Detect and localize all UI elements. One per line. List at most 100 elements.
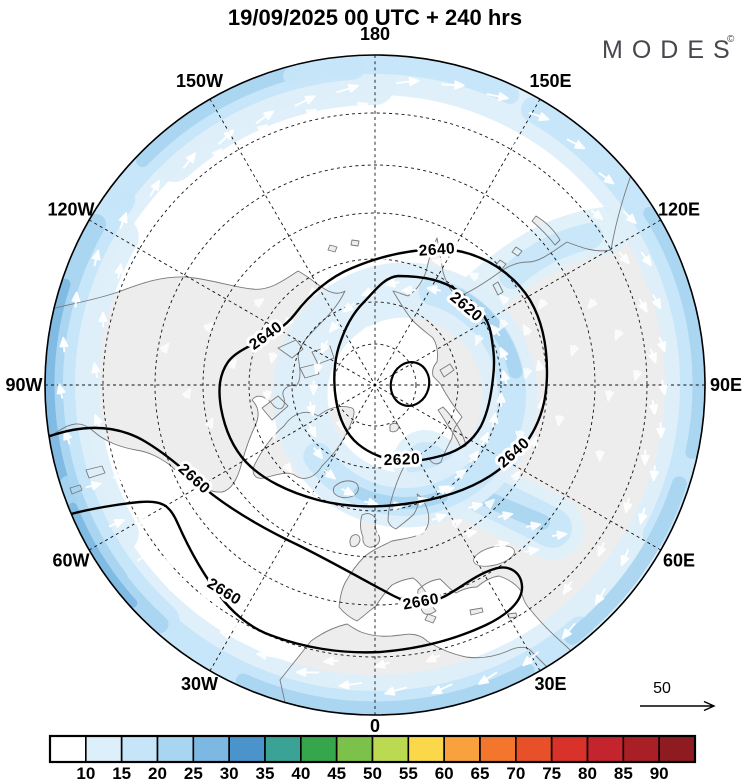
arrow-glyph bbox=[136, 550, 154, 562]
wind-arrow-icon bbox=[342, 302, 355, 313]
latitude-circle bbox=[154, 164, 596, 606]
arrow-glyph bbox=[307, 423, 317, 438]
arrow-glyph bbox=[478, 671, 498, 685]
wind-arrow-icon bbox=[219, 630, 241, 640]
wind-arrow-icon bbox=[441, 80, 465, 90]
wind-arrow-icon bbox=[500, 370, 510, 385]
wind-arrow-icon bbox=[493, 540, 510, 550]
wind-arrow-icon bbox=[538, 298, 548, 310]
wind-arrow-icon bbox=[605, 389, 615, 402]
arrow-glyph bbox=[302, 108, 317, 118]
arrow-glyph bbox=[594, 588, 607, 605]
wind-arrow-icon bbox=[217, 129, 235, 145]
wind-arrow-icon bbox=[294, 95, 316, 107]
wind-arrow-icon bbox=[622, 210, 637, 225]
wind-arrow-icon bbox=[401, 285, 417, 295]
colorbar-tick-label: 50 bbox=[363, 764, 382, 782]
colorbar-cell bbox=[371, 735, 410, 763]
arrow-glyph bbox=[414, 527, 426, 537]
colorbar-cell bbox=[443, 735, 481, 763]
arrow-glyph bbox=[71, 291, 81, 308]
wind-arrow-icon bbox=[182, 152, 197, 169]
wind-arrow-icon bbox=[374, 659, 390, 669]
wind-arrow-icon bbox=[313, 360, 323, 375]
arrow-glyph bbox=[352, 101, 369, 111]
arrow-glyph bbox=[522, 651, 540, 667]
arrow-glyph bbox=[339, 513, 351, 522]
wind-arrow-icon bbox=[623, 497, 633, 514]
arrow-glyph bbox=[59, 336, 69, 353]
arrow-glyph bbox=[262, 390, 272, 402]
arrow-glyph bbox=[496, 392, 506, 407]
arrow-glyph bbox=[133, 516, 149, 526]
arrow-glyph bbox=[227, 358, 237, 370]
wind-arrow-icon bbox=[396, 77, 420, 87]
contour-2620 bbox=[333, 274, 496, 463]
arrow-glyph bbox=[525, 521, 542, 531]
wind-arrow-icon bbox=[595, 449, 605, 462]
wind-arrow-icon bbox=[497, 511, 514, 521]
arrow-glyph bbox=[91, 249, 101, 267]
arrow-glyph bbox=[159, 342, 170, 354]
colorbar-tick-label: 35 bbox=[256, 764, 275, 782]
wind-arrow-icon bbox=[425, 653, 441, 663]
arrow-glyph bbox=[108, 519, 125, 528]
arrow-glyph bbox=[431, 683, 453, 695]
wind-arrows bbox=[56, 77, 668, 696]
arrow-glyph bbox=[342, 302, 355, 313]
wind-arrow-icon bbox=[640, 251, 652, 267]
contour-label: 2620 bbox=[383, 451, 420, 469]
arrow-glyph bbox=[489, 412, 499, 428]
wind-arrow-icon bbox=[71, 291, 81, 308]
arrow-glyph bbox=[91, 362, 101, 378]
arrow-glyph bbox=[384, 278, 400, 288]
contour-label: 2640 bbox=[418, 240, 456, 260]
colorbar-cell bbox=[264, 735, 302, 763]
colorbar-cell bbox=[622, 735, 660, 763]
wind-arrow-icon bbox=[136, 550, 154, 562]
wind-arrow-icon bbox=[451, 292, 466, 302]
arrow-glyph bbox=[85, 481, 102, 491]
wind-arrow-icon bbox=[510, 470, 521, 482]
arrow-glyph bbox=[168, 577, 185, 592]
height-contours bbox=[48, 247, 549, 654]
arrow-glyph bbox=[467, 119, 484, 129]
arrow-glyph bbox=[233, 502, 245, 514]
arrow-glyph bbox=[118, 212, 128, 230]
colorbar-cell bbox=[85, 735, 123, 763]
wind-arrow-icon bbox=[112, 471, 128, 481]
arrow-glyph bbox=[618, 251, 630, 265]
arrow-glyph bbox=[614, 329, 624, 341]
arrow-glyph bbox=[282, 462, 293, 474]
wind-arrow-icon bbox=[555, 172, 570, 182]
wind-arrow-icon bbox=[618, 251, 630, 265]
latitude-circle bbox=[248, 258, 502, 512]
arrow-glyph bbox=[210, 148, 223, 161]
wind-arrow-icon bbox=[133, 516, 149, 526]
arrow-glyph bbox=[139, 219, 149, 234]
arrow-glyph bbox=[260, 539, 272, 550]
map-boundary-circle bbox=[44, 54, 706, 716]
arrow-glyph bbox=[486, 92, 509, 102]
arrow-glyph bbox=[562, 581, 573, 595]
arrow-glyph bbox=[523, 367, 532, 380]
wind-arrow-icon bbox=[268, 352, 278, 364]
wind-arrow-icon bbox=[91, 249, 101, 267]
meridian-label: 150W bbox=[176, 71, 223, 91]
wind-arrow-icon bbox=[163, 556, 177, 567]
latitude-circle bbox=[333, 343, 417, 427]
wind-arrow-icon bbox=[296, 558, 309, 569]
japan-band-mid bbox=[499, 223, 603, 289]
meridian-label: 30E bbox=[534, 674, 566, 694]
arrow-glyph bbox=[622, 210, 637, 225]
wind-arrow-icon bbox=[181, 387, 192, 400]
wind-arrow-icon bbox=[98, 311, 108, 328]
meridian-label: 0 bbox=[370, 716, 380, 736]
wind-arrow-icon bbox=[640, 449, 650, 466]
wind-arrow-icon bbox=[329, 320, 340, 333]
wind-arrow-icon bbox=[309, 380, 319, 395]
wind-arrow-icon bbox=[319, 581, 331, 591]
wind-arrow-icon bbox=[63, 429, 72, 445]
arrow-glyph bbox=[181, 387, 192, 400]
colorbar-tick-label: 15 bbox=[112, 764, 131, 782]
